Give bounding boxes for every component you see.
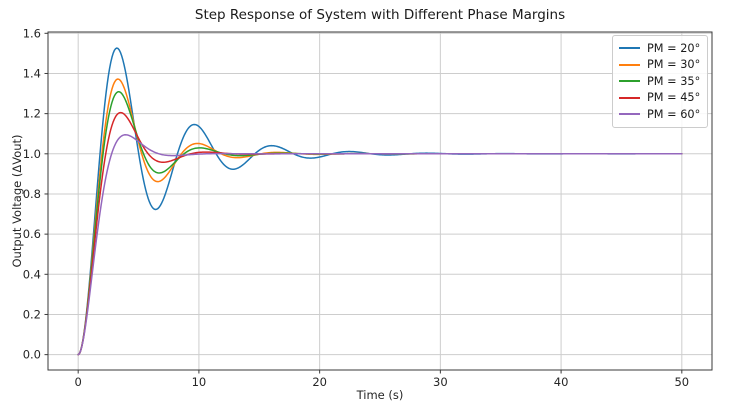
y-tick-label: 0.8 (23, 187, 41, 201)
y-axis-label: Output Voltage (ΔVout) (10, 134, 24, 268)
y-tick-label: 1.2 (23, 107, 41, 121)
axes-frame (47, 31, 713, 371)
series-line-pm-60 (77, 134, 683, 356)
series-line-pm-20 (77, 47, 683, 356)
y-tick-label: 0.6 (23, 227, 41, 241)
x-tick-label: 0 (75, 375, 82, 389)
x-tick-label: 50 (674, 375, 689, 389)
legend-label: PM = 35° (647, 74, 701, 88)
legend-line-sample-pm-60 (619, 113, 640, 116)
y-tick-label: 1.6 (23, 26, 41, 40)
legend-line-sample-pm-20 (619, 47, 640, 50)
legend: PM = 20° PM = 30° PM = 35° PM = 45° PM =… (612, 35, 708, 128)
chart-title: Step Response of System with Different P… (194, 7, 566, 23)
legend-item-pm-35: PM = 35° (619, 73, 701, 90)
x-tick-label: 20 (312, 375, 327, 389)
series-line-pm-30 (77, 78, 683, 356)
legend-line-sample-pm-30 (619, 63, 640, 66)
legend-item-pm-60: PM = 60° (619, 106, 701, 123)
x-tick-label: 10 (192, 375, 207, 389)
y-tick-label: 0.0 (23, 348, 41, 362)
legend-item-pm-30: PM = 30° (619, 57, 701, 74)
y-tick-label: 0.4 (23, 267, 41, 281)
y-tick-label: 1.4 (23, 66, 41, 80)
x-axis-label: Time (s) (356, 388, 404, 402)
x-tick-label: 30 (433, 375, 448, 389)
legend-item-pm-45: PM = 45° (619, 90, 701, 107)
series-line-pm-45 (77, 111, 683, 356)
y-tick-label: 1.0 (23, 147, 41, 161)
legend-label: PM = 30° (647, 58, 701, 72)
legend-item-pm-20: PM = 20° (619, 40, 701, 57)
y-tick-label: 0.2 (23, 307, 41, 321)
legend-label: PM = 60° (647, 107, 701, 121)
legend-label: PM = 45° (647, 91, 701, 105)
legend-line-sample-pm-35 (619, 80, 640, 83)
x-tick-label: 40 (554, 375, 569, 389)
series-line-pm-35 (77, 91, 683, 356)
legend-line-sample-pm-45 (619, 96, 640, 99)
legend-label: PM = 20° (647, 41, 701, 55)
